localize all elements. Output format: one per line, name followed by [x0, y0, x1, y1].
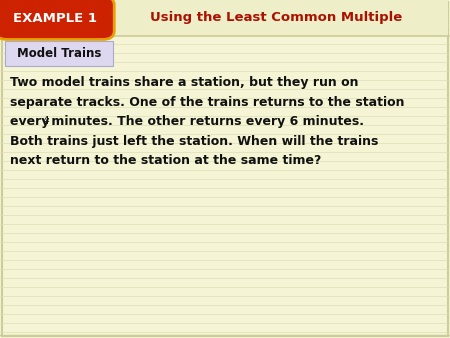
Text: separate tracks. One of the trains returns to the station: separate tracks. One of the trains retur… [10, 96, 405, 108]
Text: EXAMPLE 1: EXAMPLE 1 [13, 11, 97, 24]
Text: minutes. The other returns every 6 minutes.: minutes. The other returns every 6 minut… [47, 115, 364, 128]
Text: 4: 4 [42, 116, 49, 126]
Text: next return to the station at the same time?: next return to the station at the same t… [10, 154, 321, 167]
FancyBboxPatch shape [0, 0, 114, 40]
Text: Two model trains share a station, but they run on: Two model trains share a station, but th… [10, 76, 359, 89]
Text: Model Trains: Model Trains [17, 47, 101, 60]
Text: every: every [10, 115, 54, 128]
FancyBboxPatch shape [2, 2, 448, 336]
Text: Both trains just left the station. When will the trains: Both trains just left the station. When … [10, 135, 378, 147]
FancyBboxPatch shape [2, 0, 448, 36]
Text: Using the Least Common Multiple: Using the Least Common Multiple [150, 11, 403, 24]
FancyBboxPatch shape [4, 41, 113, 66]
